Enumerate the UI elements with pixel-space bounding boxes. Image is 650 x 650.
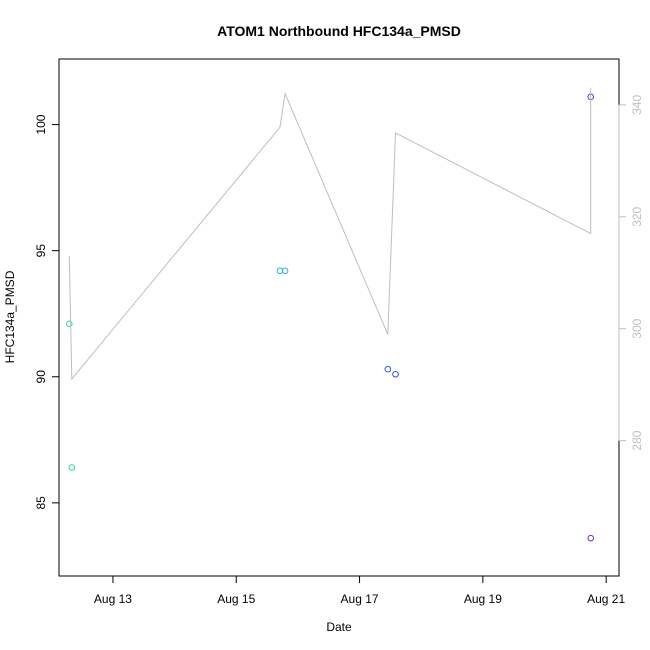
y-tick-label: 90 — [34, 370, 48, 384]
y-axis-label: HFC134a_PMSD — [3, 270, 17, 363]
x-tick-label: Aug 13 — [94, 592, 132, 606]
y2-tick-label: 340 — [630, 95, 644, 115]
y-tick-label: 100 — [34, 114, 48, 134]
x-tick-label: Aug 19 — [464, 592, 502, 606]
chart-title: ATOM1 Northbound HFC134a_PMSD — [217, 23, 461, 39]
y2-tick-label: 320 — [630, 206, 644, 226]
data-point — [65, 320, 73, 328]
data-point — [392, 370, 399, 378]
plot-area: 85 90 95 100 280 300 320 340 Aug 13 Aug 15 Aug 17 A… — [34, 58, 644, 606]
series-line — [68, 88, 592, 381]
x-tick-label: Aug 21 — [587, 592, 625, 606]
x-tick-label: Aug 15 — [217, 592, 255, 606]
y-tick-label: 95 — [34, 244, 48, 258]
y2-tick-label: 300 — [630, 318, 644, 338]
data-point — [587, 534, 595, 542]
x-tick-label: Aug 17 — [341, 592, 379, 606]
data-point — [281, 267, 289, 275]
y-tick-label: 85 — [34, 496, 48, 510]
y2-tick-label: 280 — [630, 430, 644, 450]
data-point — [384, 365, 392, 373]
data-point — [68, 464, 76, 471]
x-axis-label: Date — [326, 620, 352, 634]
